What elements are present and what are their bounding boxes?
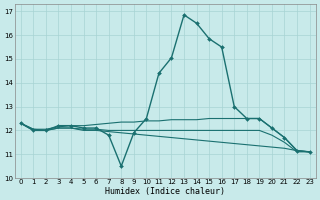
X-axis label: Humidex (Indice chaleur): Humidex (Indice chaleur): [105, 187, 225, 196]
